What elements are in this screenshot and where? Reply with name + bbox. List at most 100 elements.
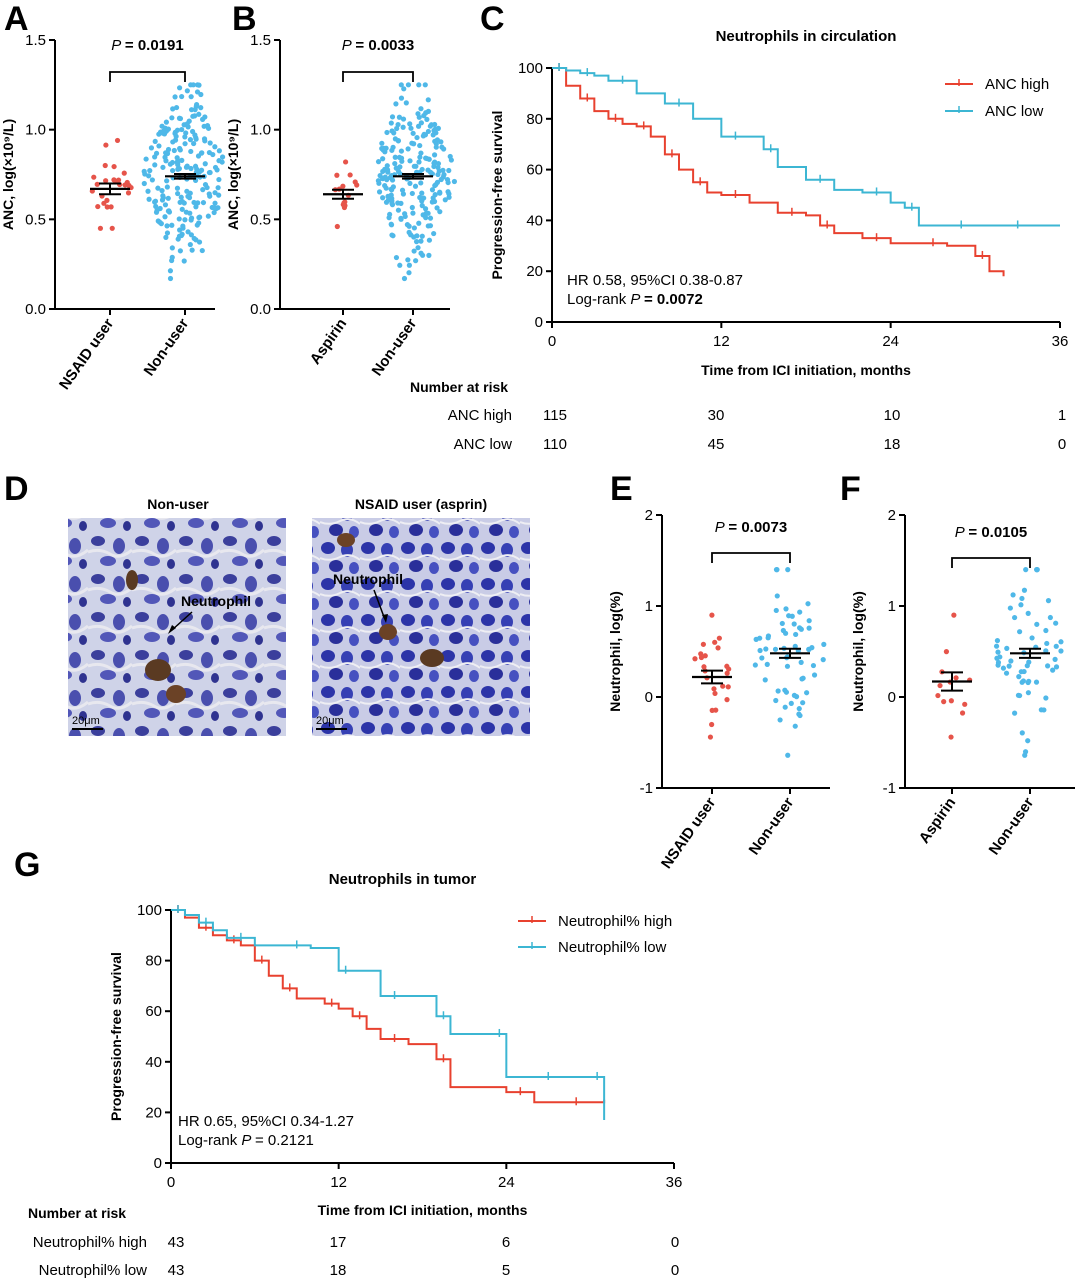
neutrophil-cell bbox=[126, 570, 138, 590]
y-tick-label: 0.0 bbox=[250, 301, 271, 318]
p-number: = 0.0105 bbox=[968, 524, 1027, 541]
x-tick-label: 0 bbox=[167, 1174, 175, 1191]
y-tick-label: -1 bbox=[640, 780, 653, 797]
data-point bbox=[419, 203, 425, 209]
data-point bbox=[179, 157, 185, 163]
data-point bbox=[773, 607, 779, 614]
data-point bbox=[388, 222, 395, 228]
data-point bbox=[165, 208, 172, 214]
data-point bbox=[162, 214, 168, 220]
data-point bbox=[177, 248, 183, 254]
data-point bbox=[428, 122, 435, 128]
data-point bbox=[197, 169, 203, 175]
y-tick-label: 0.5 bbox=[25, 211, 46, 228]
data-point bbox=[334, 172, 340, 178]
data-point bbox=[433, 144, 439, 150]
category-label: Aspirin bbox=[916, 795, 960, 847]
data-point bbox=[780, 627, 786, 634]
data-point bbox=[409, 190, 415, 197]
data-point bbox=[390, 184, 396, 190]
data-point bbox=[216, 192, 222, 198]
risk-value: 110 bbox=[543, 436, 567, 453]
data-point bbox=[1025, 610, 1031, 616]
data-point bbox=[399, 187, 406, 193]
legend-label: Neutrophil% high bbox=[558, 913, 672, 930]
x-tick-label: 24 bbox=[882, 333, 899, 350]
data-point bbox=[759, 655, 765, 661]
data-point bbox=[175, 190, 181, 197]
data-point bbox=[164, 178, 170, 184]
data-point bbox=[792, 723, 798, 729]
micrograph-non-user bbox=[68, 518, 286, 736]
data-point bbox=[409, 140, 415, 146]
data-point bbox=[712, 690, 718, 697]
panel-letter-d: D bbox=[4, 470, 29, 508]
data-point bbox=[806, 625, 812, 631]
data-point bbox=[148, 145, 155, 151]
data-point bbox=[425, 210, 431, 216]
data-point bbox=[800, 700, 806, 706]
data-point bbox=[410, 210, 416, 216]
micrograph-right-label: Neutrophil bbox=[333, 571, 403, 587]
data-point bbox=[432, 182, 438, 189]
y-tick-label: 60 bbox=[145, 1003, 162, 1020]
data-point bbox=[785, 752, 791, 758]
data-point bbox=[1004, 645, 1010, 651]
data-point bbox=[1023, 567, 1029, 573]
data-point bbox=[398, 200, 404, 206]
data-point bbox=[430, 195, 436, 201]
data-point bbox=[398, 95, 405, 101]
data-point bbox=[380, 147, 386, 153]
data-point bbox=[173, 133, 179, 139]
data-point bbox=[169, 115, 175, 121]
data-point bbox=[786, 613, 792, 619]
data-point bbox=[1058, 639, 1064, 645]
data-point bbox=[441, 146, 447, 152]
data-point bbox=[773, 697, 779, 704]
data-point bbox=[111, 177, 117, 183]
data-point bbox=[821, 641, 827, 647]
data-point bbox=[380, 195, 386, 201]
data-point bbox=[205, 213, 211, 219]
data-point bbox=[181, 200, 187, 206]
data-point bbox=[1053, 664, 1060, 670]
data-point bbox=[182, 217, 188, 223]
data-point bbox=[1045, 663, 1051, 669]
data-point bbox=[707, 734, 714, 740]
data-point bbox=[108, 204, 114, 210]
data-point bbox=[438, 176, 444, 183]
data-point bbox=[425, 108, 432, 114]
risk-row-label: ANC low bbox=[454, 436, 513, 453]
data-point bbox=[384, 163, 390, 169]
y-tick-label: 2 bbox=[645, 507, 653, 524]
data-point bbox=[176, 216, 182, 222]
data-point bbox=[103, 142, 109, 148]
data-point bbox=[388, 120, 394, 126]
data-point bbox=[152, 138, 158, 145]
data-point bbox=[160, 164, 166, 170]
category-label: Non-user bbox=[746, 794, 798, 858]
data-point bbox=[765, 635, 771, 641]
data-point bbox=[219, 154, 226, 160]
data-point bbox=[406, 270, 412, 276]
category-label: Non-user bbox=[141, 315, 193, 379]
data-point bbox=[101, 200, 107, 206]
risk-value: 43 bbox=[168, 1234, 185, 1251]
data-point bbox=[177, 147, 183, 153]
x-axis-label: Time from ICI initiation, months bbox=[318, 1202, 528, 1218]
data-point bbox=[172, 94, 178, 100]
data-point bbox=[415, 245, 421, 251]
data-point bbox=[169, 222, 175, 228]
log-rank-p-symbol: P bbox=[241, 1132, 255, 1149]
data-point bbox=[402, 211, 408, 217]
data-point bbox=[154, 207, 160, 214]
data-point bbox=[187, 241, 193, 248]
data-point bbox=[334, 223, 340, 230]
y-tick-label: 1.0 bbox=[250, 122, 271, 139]
data-point bbox=[103, 178, 109, 184]
risk-value: 6 bbox=[502, 1234, 510, 1251]
risk-value: 0 bbox=[671, 1234, 679, 1251]
data-point bbox=[948, 734, 954, 740]
data-point bbox=[152, 162, 158, 168]
